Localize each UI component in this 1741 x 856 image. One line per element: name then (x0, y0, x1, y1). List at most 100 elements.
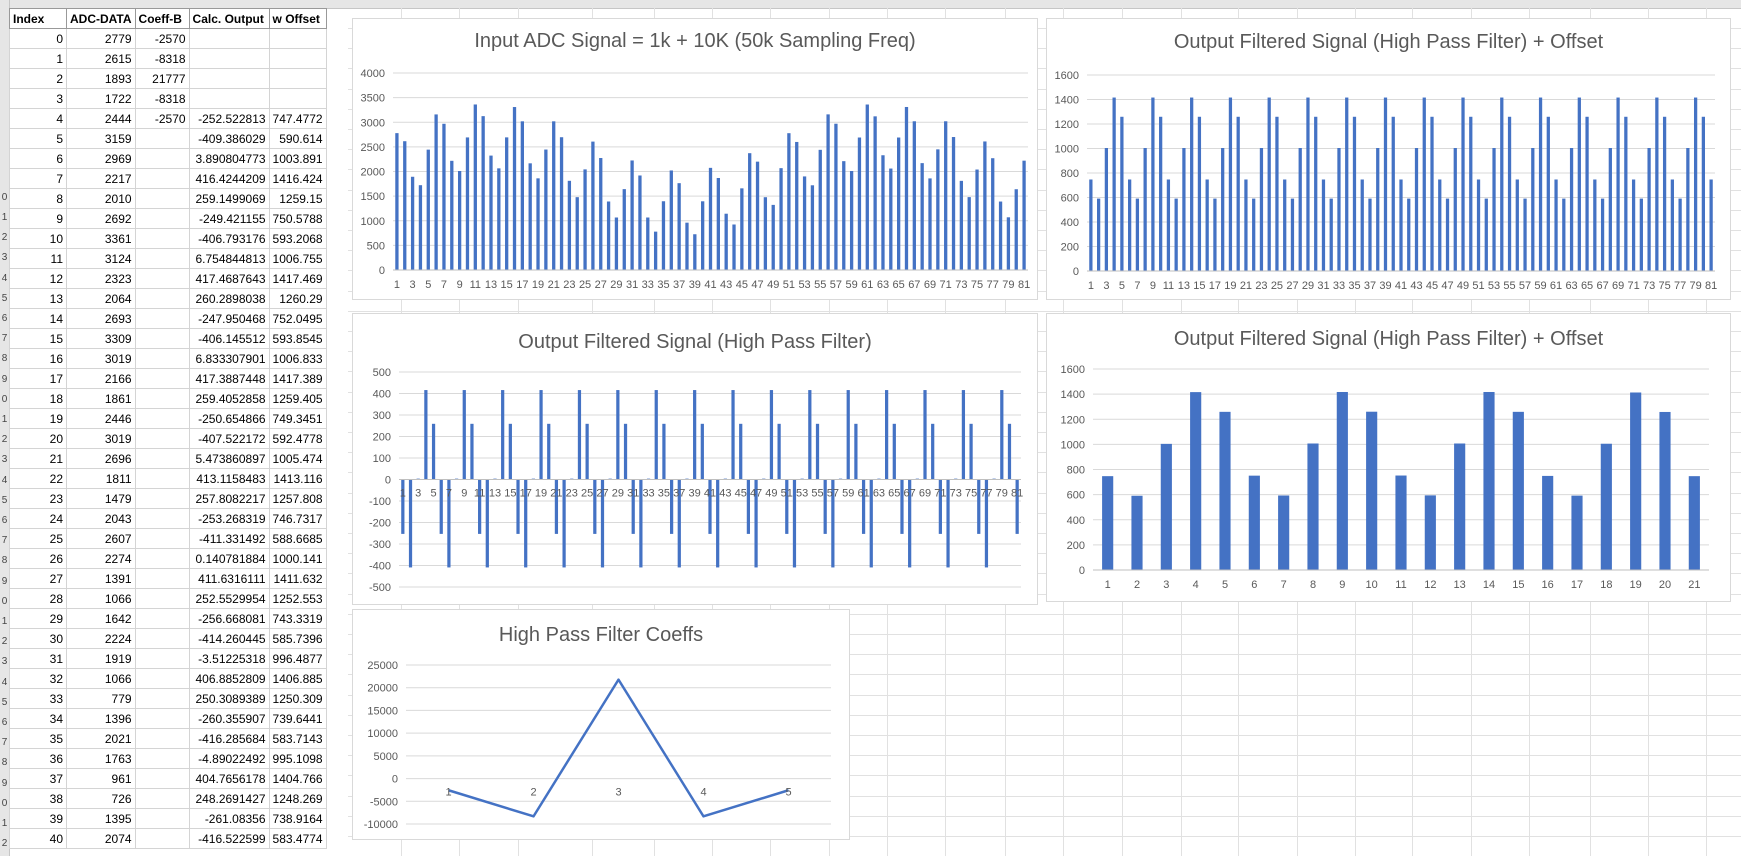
cell-index[interactable]: 33 (9, 688, 67, 709)
cell-index[interactable]: 13 (9, 288, 67, 309)
cell-adc-data[interactable]: 1391 (66, 568, 136, 589)
cell-calc-output[interactable]: -4.89022492 (188, 748, 270, 769)
cell-coeff-b[interactable] (134, 388, 190, 409)
cell-calc-output[interactable]: 257.8082217 (188, 488, 270, 509)
row-number[interactable]: 2 (1, 232, 8, 244)
cell-w-offset[interactable]: 1417.469 (268, 268, 327, 289)
cell-coeff-b[interactable] (134, 488, 190, 509)
chart-output-filtered[interactable]: Output Filtered Signal (High Pass Filter… (352, 313, 1038, 605)
cell-adc-data[interactable]: 1066 (66, 668, 136, 689)
row-number[interactable]: 9 (1, 373, 8, 385)
cell-calc-output[interactable] (188, 48, 270, 69)
cell-w-offset[interactable]: 583.4774 (268, 828, 327, 849)
cell-coeff-b[interactable] (134, 808, 190, 829)
row-number[interactable]: 1 (1, 616, 8, 627)
cell-coeff-b[interactable] (134, 248, 190, 269)
cell-w-offset[interactable]: 747.4772 (268, 108, 327, 129)
column-header-strip[interactable] (0, 0, 1741, 9)
cell-calc-output[interactable]: -416.285684 (188, 728, 270, 749)
cell-adc-data[interactable]: 2696 (66, 448, 136, 469)
cell-coeff-b[interactable] (134, 748, 190, 769)
cell-adc-data[interactable]: 2692 (66, 208, 136, 229)
chart-input-adc-signal[interactable]: Input ADC Signal = 1k + 10K (50k Samplin… (352, 18, 1038, 300)
cell-coeff-b[interactable] (134, 688, 190, 709)
cell-adc-data[interactable]: 3361 (66, 228, 136, 249)
row-number[interactable]: 7 (1, 737, 8, 749)
cell-adc-data[interactable]: 3159 (66, 128, 136, 149)
cell-w-offset[interactable]: 1411.632 (268, 568, 327, 589)
row-number[interactable]: 9 (1, 575, 8, 587)
cell-index[interactable]: 35 (9, 728, 67, 749)
cell-adc-data[interactable]: 2166 (66, 368, 136, 389)
cell-w-offset[interactable]: 1248.269 (268, 788, 327, 809)
row-number[interactable]: 1 (1, 818, 8, 829)
cell-adc-data[interactable]: 2446 (66, 408, 136, 429)
row-number[interactable]: 6 (1, 313, 8, 324)
cell-calc-output[interactable]: 260.2898038 (188, 288, 270, 309)
cell-w-offset[interactable]: 1000.141 (268, 548, 327, 569)
cell-coeff-b[interactable]: -8318 (134, 48, 190, 69)
cell-adc-data[interactable]: 779 (66, 688, 136, 709)
cell-adc-data[interactable]: 3309 (66, 328, 136, 349)
cell-w-offset[interactable]: 1257.808 (268, 488, 327, 509)
cell-calc-output[interactable]: 259.4052858 (188, 388, 270, 409)
cell-calc-output[interactable]: -414.260445 (188, 628, 270, 649)
cell-adc-data[interactable]: 1722 (66, 88, 136, 109)
cell-coeff-b[interactable] (134, 308, 190, 329)
cell-coeff-b[interactable] (134, 328, 190, 349)
cell-index[interactable]: 38 (9, 788, 67, 809)
cell-coeff-b[interactable] (134, 628, 190, 649)
cell-w-offset[interactable]: 1260.29 (268, 288, 327, 309)
cell-calc-output[interactable]: -407.522172 (188, 428, 270, 449)
header-cell-coeff-b[interactable]: Coeff-B (134, 8, 190, 29)
cell-adc-data[interactable]: 1395 (66, 808, 136, 829)
cell-coeff-b[interactable] (134, 368, 190, 389)
cell-adc-data[interactable]: 2779 (66, 28, 136, 49)
cell-w-offset[interactable]: 1404.766 (268, 768, 327, 789)
cell-adc-data[interactable]: 2607 (66, 528, 136, 549)
cell-calc-output[interactable]: 6.754844813 (188, 248, 270, 269)
cell-index[interactable]: 15 (9, 328, 67, 349)
cell-adc-data[interactable]: 2010 (66, 188, 136, 209)
cell-w-offset[interactable] (268, 88, 327, 109)
cell-calc-output[interactable]: 250.3089389 (188, 688, 270, 709)
cell-index[interactable]: 18 (9, 388, 67, 409)
cell-calc-output[interactable]: -253.268319 (188, 508, 270, 529)
cell-w-offset[interactable]: 752.0495 (268, 308, 327, 329)
cell-calc-output[interactable]: 417.4687643 (188, 268, 270, 289)
cell-adc-data[interactable]: 1479 (66, 488, 136, 509)
row-number[interactable]: 1 (1, 414, 8, 425)
cell-calc-output[interactable]: -406.145512 (188, 328, 270, 349)
cell-w-offset[interactable]: 738.9164 (268, 808, 327, 829)
cell-coeff-b[interactable]: -2570 (134, 108, 190, 129)
cell-coeff-b[interactable] (134, 528, 190, 549)
cell-index[interactable]: 11 (9, 248, 67, 269)
cell-calc-output[interactable] (188, 88, 270, 109)
cell-coeff-b[interactable] (134, 188, 190, 209)
cell-index[interactable]: 10 (9, 228, 67, 249)
cell-w-offset[interactable]: 1250.309 (268, 688, 327, 709)
cell-adc-data[interactable]: 2064 (66, 288, 136, 309)
row-number[interactable]: 7 (1, 535, 8, 547)
cell-calc-output[interactable]: -416.522599 (188, 828, 270, 849)
cell-coeff-b[interactable] (134, 788, 190, 809)
chart-hpf-coeffs[interactable]: High Pass Filter Coeffs -10000 -5000 0 5000… (352, 609, 850, 840)
cell-coeff-b[interactable] (134, 348, 190, 369)
cell-w-offset[interactable]: 739.6441 (268, 708, 327, 729)
cell-calc-output[interactable]: 416.4244209 (188, 168, 270, 189)
cell-calc-output[interactable]: 248.2691427 (188, 788, 270, 809)
header-cell-calc-output[interactable]: Calc. Output (188, 8, 270, 29)
cell-adc-data[interactable]: 2969 (66, 148, 136, 169)
cell-adc-data[interactable]: 2217 (66, 168, 136, 189)
cell-coeff-b[interactable] (134, 228, 190, 249)
cell-coeff-b[interactable] (134, 668, 190, 689)
cell-coeff-b[interactable] (134, 828, 190, 849)
cell-adc-data[interactable]: 2693 (66, 308, 136, 329)
cell-w-offset[interactable]: 590.614 (268, 128, 327, 149)
cell-w-offset[interactable]: 588.6685 (268, 528, 327, 549)
cell-adc-data[interactable]: 2021 (66, 728, 136, 749)
cell-calc-output[interactable]: -260.355907 (188, 708, 270, 729)
row-number[interactable]: 6 (1, 717, 8, 728)
cell-index[interactable]: 36 (9, 748, 67, 769)
chart-output-offset-21[interactable]: Output Filtered Signal (High Pass Filter… (1046, 313, 1731, 602)
